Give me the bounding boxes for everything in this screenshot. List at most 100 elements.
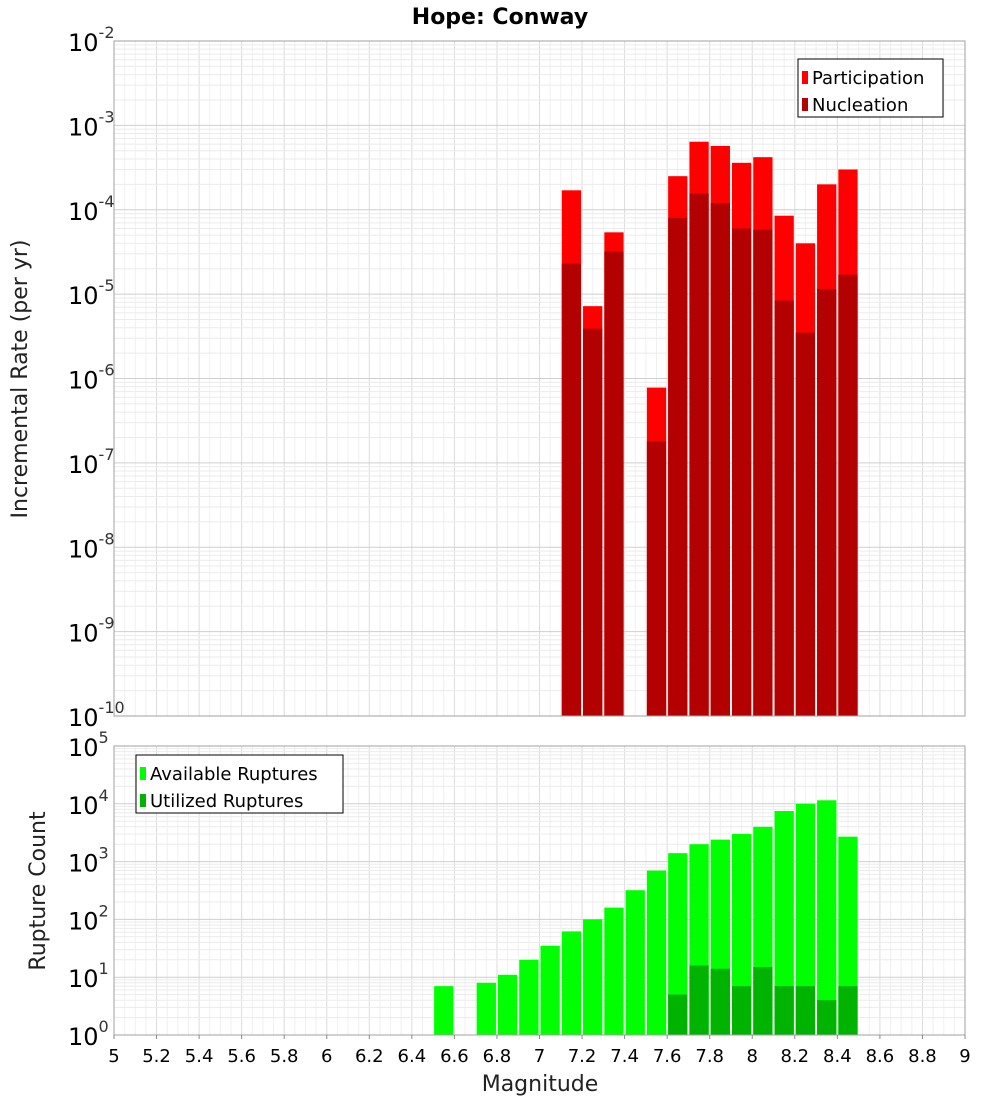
nucleation-bar bbox=[838, 274, 858, 716]
bottom-legend-swatch bbox=[140, 794, 146, 807]
available-ruptures-bar bbox=[604, 907, 624, 1035]
available-ruptures-bar bbox=[795, 803, 816, 1035]
nucleation-bar bbox=[646, 441, 667, 716]
bottom-legend-swatch bbox=[140, 767, 146, 780]
top-legend-swatch bbox=[802, 98, 808, 111]
top-plot-area: 10-10 10-9 10-8 10-7 10-6 10-5 10-4 10-3 10-2 Par… bbox=[68, 23, 966, 732]
available-ruptures-bar bbox=[668, 853, 688, 1035]
top-y-tick-label: 10-9 bbox=[68, 614, 115, 648]
x-tick-label: 7.2 bbox=[568, 1046, 597, 1067]
utilized-ruptures-bar bbox=[795, 986, 816, 1035]
top-y-tick-label: 10-4 bbox=[68, 192, 115, 226]
utilized-ruptures-bar bbox=[731, 986, 752, 1035]
x-tick-label: 6 bbox=[321, 1046, 332, 1067]
bottom-legend-box bbox=[135, 754, 344, 814]
bottom-y-tick-label: 100 bbox=[68, 1017, 109, 1051]
nucleation-bar bbox=[795, 332, 816, 716]
x-tick-label: 8.4 bbox=[823, 1046, 852, 1067]
available-ruptures-bar bbox=[497, 974, 518, 1035]
nucleation-bar bbox=[710, 203, 730, 716]
x-tick-label: 7.4 bbox=[610, 1046, 639, 1067]
x-tick-label: 9 bbox=[959, 1046, 970, 1067]
x-tick-label: 6.4 bbox=[398, 1046, 427, 1067]
nucleation-bar bbox=[731, 228, 752, 716]
available-ruptures-bar bbox=[774, 811, 794, 1035]
utilized-ruptures-bar bbox=[710, 968, 730, 1035]
top-legend-label: Nucleation bbox=[812, 95, 908, 116]
top-y-tick-label: 10-8 bbox=[68, 529, 115, 563]
available-ruptures-bar bbox=[519, 959, 539, 1035]
x-tick-label: 5.4 bbox=[185, 1046, 214, 1067]
top-y-tick-label: 10-2 bbox=[68, 23, 115, 57]
top-y-tick-exponent: -2 bbox=[99, 23, 115, 42]
nucleation-bar bbox=[583, 328, 603, 716]
bottom-y-tick-exponent: 3 bbox=[99, 844, 109, 863]
top-y-axis-label: Incremental Rate (per yr) bbox=[8, 240, 33, 519]
available-ruptures-bar bbox=[434, 986, 454, 1035]
x-tick-label: 6.8 bbox=[483, 1046, 512, 1067]
bottom-y-tick-label: 104 bbox=[68, 786, 109, 820]
available-ruptures-bar bbox=[561, 931, 582, 1035]
top-y-tick-exponent: -10 bbox=[99, 698, 125, 717]
available-ruptures-bar bbox=[476, 982, 496, 1035]
nucleation-bar bbox=[561, 263, 582, 716]
bottom-legend-label: Utilized Ruptures bbox=[150, 791, 303, 812]
x-tick-label: 5.8 bbox=[270, 1046, 299, 1067]
x-tick-label: 7.8 bbox=[695, 1046, 724, 1067]
bottom-y-tick-label: 102 bbox=[68, 901, 109, 935]
x-axis-label: Magnitude bbox=[482, 1072, 599, 1097]
top-y-tick-label: 10-5 bbox=[68, 276, 115, 310]
x-tick-label: 5.6 bbox=[227, 1046, 256, 1067]
utilized-ruptures-bar bbox=[689, 965, 709, 1035]
top-y-tick-exponent: -6 bbox=[99, 361, 115, 380]
x-tick-label: 6.6 bbox=[440, 1046, 469, 1067]
available-ruptures-bar bbox=[838, 836, 858, 1035]
x-tick-label: 5.2 bbox=[142, 1046, 171, 1067]
x-tick-label: 8.8 bbox=[908, 1046, 937, 1067]
nucleation-bar bbox=[604, 251, 624, 716]
top-y-tick-label: 10-7 bbox=[68, 445, 115, 479]
bottom-y-axis-label: Rupture Count bbox=[26, 811, 51, 971]
x-tick-label: 8.2 bbox=[780, 1046, 809, 1067]
bottom-y-tick-label: 101 bbox=[68, 959, 109, 993]
bottom-y-tick-exponent: 5 bbox=[99, 728, 109, 747]
x-tick-label: 7.6 bbox=[653, 1046, 682, 1067]
available-ruptures-bar bbox=[731, 834, 752, 1035]
top-legend-swatch bbox=[802, 71, 808, 84]
bottom-legend-label: Available Ruptures bbox=[150, 764, 318, 785]
x-tick-label: 5 bbox=[108, 1046, 119, 1067]
top-y-tick-exponent: -5 bbox=[99, 276, 115, 295]
bottom-y-tick-label: 105 bbox=[68, 728, 109, 762]
utilized-ruptures-bar bbox=[668, 994, 688, 1035]
available-ruptures-bar bbox=[817, 800, 837, 1035]
top-y-tick-exponent: -4 bbox=[99, 192, 115, 211]
bottom-y-tick-exponent: 2 bbox=[99, 901, 109, 920]
top-y-tick-label: 10-3 bbox=[68, 107, 115, 141]
x-tick-label: 8 bbox=[747, 1046, 758, 1067]
chart-title: Hope: Conway bbox=[412, 5, 588, 30]
available-ruptures-bar bbox=[583, 919, 603, 1035]
x-tick-label: 7 bbox=[534, 1046, 545, 1067]
top-y-tick-label: 10-10 bbox=[68, 698, 125, 732]
x-tick-label: 8.6 bbox=[866, 1046, 895, 1067]
nucleation-bar bbox=[689, 193, 709, 716]
top-y-tick-label: 10-6 bbox=[68, 361, 115, 395]
bottom-y-tick-exponent: 4 bbox=[99, 786, 109, 805]
utilized-ruptures-bar bbox=[774, 986, 794, 1035]
top-y-tick-exponent: -3 bbox=[99, 107, 115, 126]
top-y-tick-exponent: -7 bbox=[99, 445, 115, 464]
top-plot-frame bbox=[113, 40, 966, 717]
nucleation-bar bbox=[817, 289, 837, 716]
nucleation-bar bbox=[753, 229, 773, 717]
utilized-ruptures-bar bbox=[838, 986, 858, 1035]
nucleation-bar bbox=[668, 217, 688, 716]
bottom-y-tick-exponent: 1 bbox=[99, 959, 109, 978]
available-ruptures-bar bbox=[540, 945, 560, 1035]
top-y-tick-exponent: -8 bbox=[99, 529, 115, 548]
available-ruptures-bar bbox=[646, 870, 667, 1035]
utilized-ruptures-bar bbox=[817, 1000, 837, 1035]
x-tick-label: 6.2 bbox=[355, 1046, 384, 1067]
